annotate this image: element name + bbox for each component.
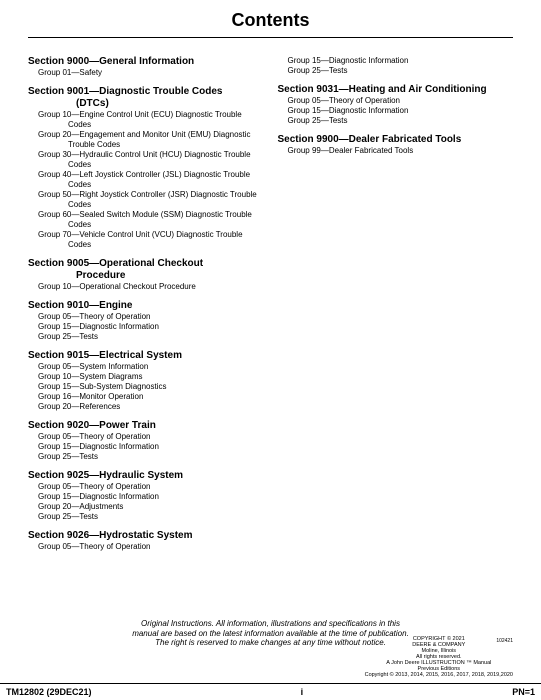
group-entry: Group 20—Adjustments xyxy=(58,502,264,512)
group-entry: Group 25—Tests xyxy=(58,332,264,342)
group-entry: Group 10—System Diagrams xyxy=(58,372,264,382)
copyright-block: COPYRIGHT © 2021DEERE & COMPANYMoline, I… xyxy=(365,636,513,678)
group-entry: Group 15—Diagnostic Information xyxy=(58,322,264,332)
group-entry: Group 05—System Information xyxy=(58,362,264,372)
group-entry: Group 16—Monitor Operation xyxy=(58,392,264,402)
section-heading: Section 9020—Power Train xyxy=(28,420,264,432)
section-heading: Section 9000—General Information xyxy=(28,56,264,68)
group-entry: Group 30—Hydraulic Control Unit (HCU) Di… xyxy=(58,150,264,170)
footer: TM12802 (29DEC21) i PN=1 xyxy=(0,683,541,700)
content-columns: Section 9000—General InformationGroup 01… xyxy=(0,38,541,552)
section-heading: Section 9001—Diagnostic Trouble Codes(DT… xyxy=(28,86,264,110)
page-title: Contents xyxy=(0,0,541,37)
group-entry: Group 70—Vehicle Control Unit (VCU) Diag… xyxy=(58,230,264,250)
group-entry: Group 05—Theory of Operation xyxy=(58,432,264,442)
group-entry: Group 15—Diagnostic Information xyxy=(308,106,514,116)
section-heading: Section 9005—Operational CheckoutProcedu… xyxy=(28,258,264,282)
group-entry: Group 20—References xyxy=(58,402,264,412)
group-entry: Group 25—Tests xyxy=(58,452,264,462)
footer-left: TM12802 (29DEC21) xyxy=(6,687,92,697)
right-column: Group 15—Diagnostic InformationGroup 25—… xyxy=(278,48,514,552)
section-heading: Section 9026—Hydrostatic System xyxy=(28,530,264,542)
copyright-line: A John Deere ILLUSTRUCTION ™ Manual xyxy=(365,660,513,666)
footer-center: i xyxy=(301,687,304,697)
group-entry: Group 40—Left Joystick Controller (JSL) … xyxy=(58,170,264,190)
group-entry: Group 60—Sealed Switch Module (SSM) Diag… xyxy=(58,210,264,230)
group-entry: Group 25—Tests xyxy=(58,512,264,522)
disclaimer-line: Original Instructions. All information, … xyxy=(40,619,501,629)
group-entry: Group 50—Right Joystick Controller (JSR)… xyxy=(58,190,264,210)
group-entry: Group 15—Diagnostic Information xyxy=(308,56,514,66)
group-entry: Group 25—Tests xyxy=(308,116,514,126)
group-entry: Group 05—Theory of Operation xyxy=(58,542,264,552)
group-entry: Group 05—Theory of Operation xyxy=(58,312,264,322)
copyright-line: Copyright © 2013, 2014, 2015, 2016, 2017… xyxy=(365,672,513,678)
group-entry: Group 99—Dealer Fabricated Tools xyxy=(308,146,514,156)
group-entry: Group 25—Tests xyxy=(308,66,514,76)
section-heading: Section 9010—Engine xyxy=(28,300,264,312)
section-heading-sub: Procedure xyxy=(28,270,264,282)
group-entry: Group 20—Engagement and Monitor Unit (EM… xyxy=(58,130,264,150)
group-entry: Group 05—Theory of Operation xyxy=(58,482,264,492)
footer-right: PN=1 xyxy=(512,687,535,697)
group-entry: Group 10—Operational Checkout Procedure xyxy=(58,282,264,292)
group-entry: Group 01—Safety xyxy=(58,68,264,78)
group-entry: Group 15—Diagnostic Information xyxy=(58,442,264,452)
section-heading: Section 9015—Electrical System xyxy=(28,350,264,362)
group-entry: Group 05—Theory of Operation xyxy=(308,96,514,106)
group-entry: Group 15—Diagnostic Information xyxy=(58,492,264,502)
group-entry: Group 10—Engine Control Unit (ECU) Diagn… xyxy=(58,110,264,130)
section-heading: Section 9025—Hydraulic System xyxy=(28,470,264,482)
section-heading-sub: (DTCs) xyxy=(28,98,264,110)
left-column: Section 9000—General InformationGroup 01… xyxy=(28,48,264,552)
group-entry: Group 15—Sub-System Diagnostics xyxy=(58,382,264,392)
section-heading: Section 9031—Heating and Air Conditionin… xyxy=(278,84,514,96)
section-heading: Section 9900—Dealer Fabricated Tools xyxy=(278,134,514,146)
